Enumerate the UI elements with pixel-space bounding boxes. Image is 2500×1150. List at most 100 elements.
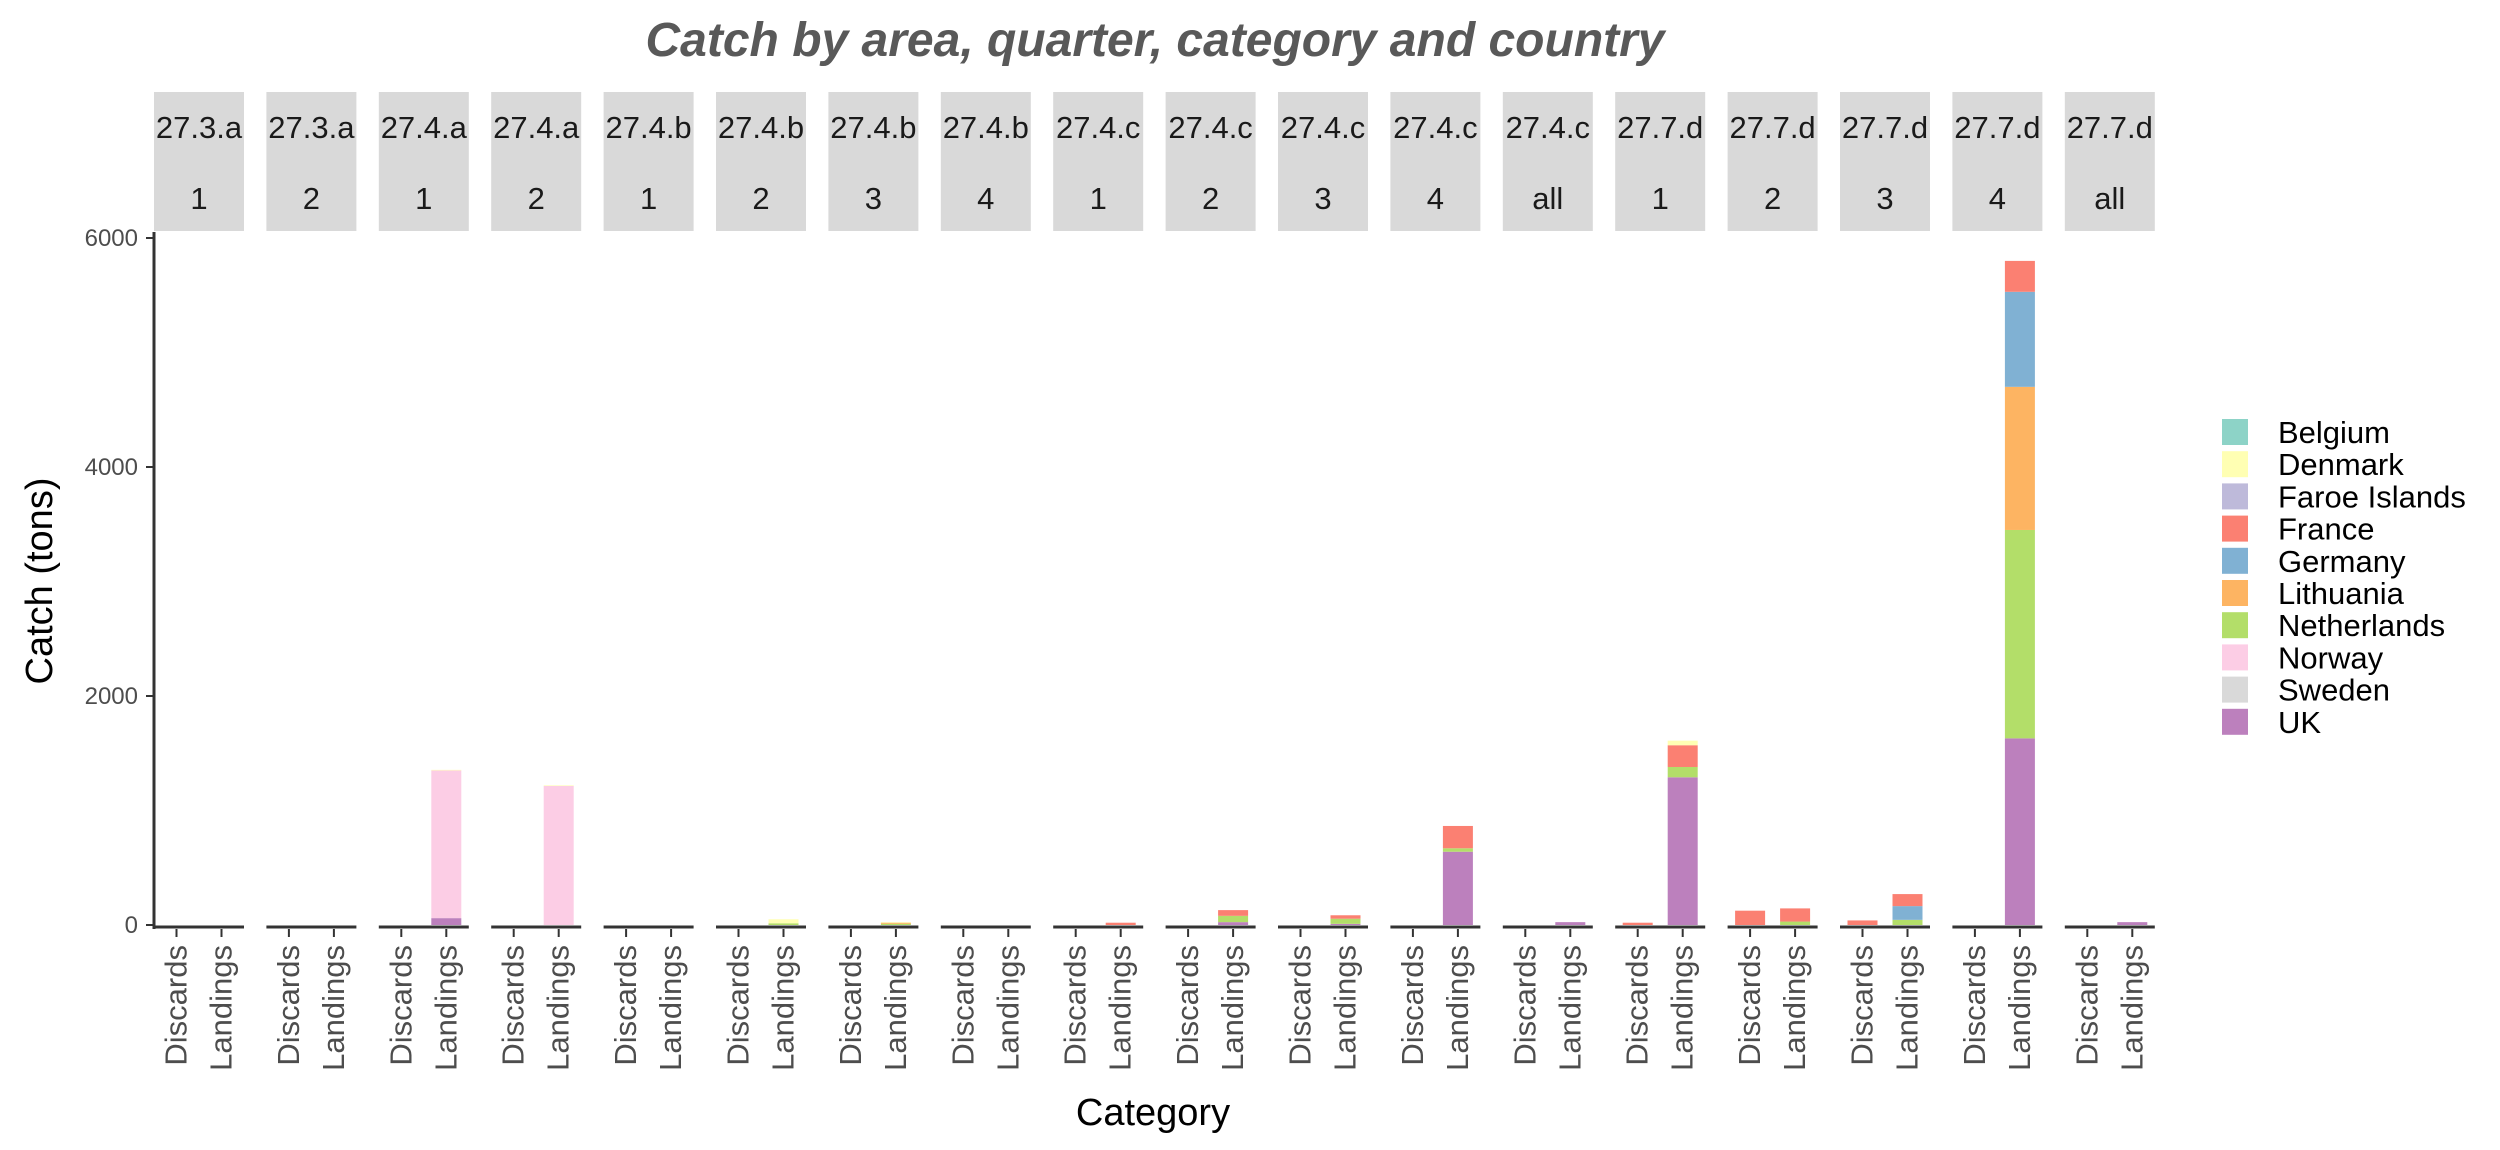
x-tick-label: Discards xyxy=(2069,945,2104,1066)
legend-label: Lithuania xyxy=(2278,576,2405,611)
bar-segment xyxy=(1892,894,1923,907)
facet-area-label: 27.4.b xyxy=(718,110,804,145)
bar-segment xyxy=(1667,745,1698,767)
facet-strip xyxy=(1390,92,1481,231)
bar-segment xyxy=(431,769,462,771)
legend-label: Netherlands xyxy=(2278,608,2445,643)
x-tick-label: Discards xyxy=(1395,945,1430,1066)
facet-quarter-label: 2 xyxy=(1764,181,1781,216)
facet-area-label: 27.4.a xyxy=(493,110,580,145)
x-tick-label: Landings xyxy=(1440,945,1475,1071)
x-tick-label: Discards xyxy=(271,945,306,1066)
bar-segment xyxy=(2004,291,2035,387)
bar-segment xyxy=(2004,260,2035,292)
facet-area-label: 27.7.d xyxy=(1729,110,1815,145)
facet-strip xyxy=(491,92,582,231)
bar-segment xyxy=(1442,848,1473,852)
bar-segment xyxy=(1780,921,1811,925)
facet-area-label: 27.4.c xyxy=(1056,110,1140,145)
bar-segment xyxy=(2004,738,2035,925)
facet-quarter-label: 1 xyxy=(1652,181,1669,216)
facet-strip xyxy=(1727,92,1818,231)
x-tick-label: Landings xyxy=(2114,945,2149,1071)
facets-layer: 27.3.a 1 Discards Landings 27.3.a 2 Discards La… xyxy=(154,92,2155,1071)
facet-area-label: 27.3.a xyxy=(268,110,355,145)
facet-quarter-label: 2 xyxy=(1202,181,1219,216)
chart-title: Catch by area, quarter, category and cou… xyxy=(646,14,1667,67)
bar-segment xyxy=(1667,777,1698,925)
facet-quarter-label: all xyxy=(1532,181,1563,216)
facet-quarter-label: 1 xyxy=(640,181,657,216)
x-tick-label: Discards xyxy=(159,945,194,1066)
facet-strip xyxy=(1278,92,1368,231)
facet-quarter-label: 4 xyxy=(1989,181,2006,216)
legend-label: Belgium xyxy=(2278,415,2390,450)
facet-strip xyxy=(378,92,469,231)
bar-segment xyxy=(1892,906,1923,920)
bar-segment xyxy=(1622,922,1653,925)
facet-strip xyxy=(1502,92,1593,231)
bar-segment xyxy=(1218,915,1249,923)
facet-area-label: 27.4.a xyxy=(381,110,468,145)
facet-panel: 27.4.b 3 Discards Landings xyxy=(828,92,919,1071)
facet-area-label: 27.4.b xyxy=(830,110,916,145)
facet-panel: 27.4.a 1 Discards Landings xyxy=(378,92,469,1071)
bar-segment xyxy=(1442,851,1473,925)
legend-swatch xyxy=(2222,612,2248,639)
facet-panel: 27.7.d 1 Discards Landings xyxy=(1615,92,1706,1071)
facet-panel: 27.7.d 3 Discards Landings xyxy=(1840,92,1930,1071)
facet-panel: 27.4.c 2 Discards Landings xyxy=(1165,92,1256,1071)
facet-area-label: 27.4.c xyxy=(1393,110,1477,145)
x-tick-label: Discards xyxy=(496,945,531,1066)
x-tick-label: Discards xyxy=(1283,945,1318,1066)
legend-label: Germany xyxy=(2278,544,2406,579)
x-tick-label: Discards xyxy=(383,945,418,1066)
x-tick-label: Landings xyxy=(766,945,801,1071)
facet-quarter-label: 1 xyxy=(190,181,207,216)
facet-panel: 27.4.c 1 Discards Landings xyxy=(1053,92,1144,1071)
y-axis: 0 2000 4000 6000 xyxy=(85,225,156,939)
bar-segment xyxy=(880,923,911,925)
bar-segment xyxy=(1105,922,1136,925)
bar-segment xyxy=(431,918,462,925)
facet-quarter-label: all xyxy=(2094,181,2125,216)
x-tick-label: Discards xyxy=(1620,945,1655,1066)
legend-label: Denmark xyxy=(2278,447,2404,482)
x-tick-label: Discards xyxy=(1732,945,1767,1066)
facet-strip xyxy=(603,92,694,231)
x-axis-title: Category xyxy=(1076,1092,1230,1134)
bar-segment xyxy=(1330,923,1361,925)
bar-segment xyxy=(2117,922,2148,925)
facet-area-label: 27.4.c xyxy=(1281,110,1365,145)
facet-strip xyxy=(1952,92,2043,231)
bar-segment xyxy=(1330,915,1361,919)
facet-strip xyxy=(2064,92,2155,231)
bar-segment xyxy=(2004,386,2035,530)
facet-quarter-label: 1 xyxy=(415,181,432,216)
facet-area-label: 27.3.a xyxy=(156,110,243,145)
legend-swatch xyxy=(2222,483,2248,510)
facet-strip xyxy=(1615,92,1706,231)
facet-strip xyxy=(716,92,806,231)
x-tick-label: Landings xyxy=(1777,945,1812,1071)
x-tick-label: Landings xyxy=(878,945,913,1071)
facet-area-label: 27.7.d xyxy=(1954,110,2040,145)
bar-segment xyxy=(768,923,799,925)
facet-strip xyxy=(266,92,357,231)
facet-strip xyxy=(1165,92,1256,231)
legend-swatch xyxy=(2222,547,2248,574)
facet-panel: 27.4.c 3 Discards Landings xyxy=(1278,92,1368,1071)
x-tick-label: Landings xyxy=(1665,945,1700,1071)
y-tick-label: 4000 xyxy=(85,454,138,481)
facet-strip xyxy=(1840,92,1930,231)
facet-area-label: 27.4.c xyxy=(1506,110,1590,145)
facet-quarter-label: 3 xyxy=(1876,181,1893,216)
facet-panel: 27.7.d all Discards Landings xyxy=(2064,92,2155,1071)
x-tick-label: Landings xyxy=(1103,945,1138,1071)
legend-label: UK xyxy=(2278,705,2321,740)
bar-segment xyxy=(2004,529,2035,739)
facet-panel: 27.4.b 2 Discards Landings xyxy=(716,92,806,1071)
facet-area-label: 27.7.d xyxy=(1842,110,1928,145)
facet-panel: 27.4.b 4 Discards Landings xyxy=(940,92,1031,1071)
